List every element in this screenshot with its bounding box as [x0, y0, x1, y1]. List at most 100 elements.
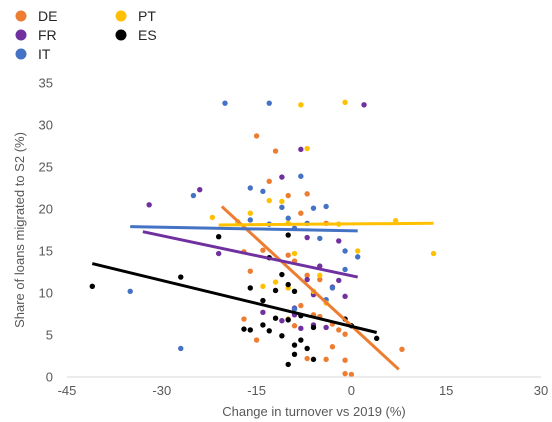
y-tick-label: 20	[39, 202, 53, 217]
data-point-de	[323, 357, 328, 362]
data-point-de	[286, 193, 291, 198]
data-point-es	[279, 272, 284, 277]
data-point-de	[286, 253, 291, 258]
data-point-it	[286, 216, 291, 221]
data-point-es	[286, 317, 291, 322]
data-point-it	[191, 193, 196, 198]
data-point-it	[279, 205, 284, 210]
x-tick-label: 15	[439, 383, 453, 398]
data-point-it	[178, 346, 183, 351]
x-tick-label: -45	[58, 383, 77, 398]
data-point-de	[399, 347, 404, 352]
legend-label-es: ES	[138, 27, 157, 43]
x-tick-label: -15	[247, 383, 266, 398]
legend-marker-es	[116, 30, 127, 41]
data-point-es	[374, 336, 379, 341]
data-point-pt	[304, 146, 309, 151]
data-point-es	[273, 288, 278, 293]
legend-marker-fr	[16, 30, 27, 41]
data-point-es	[90, 284, 95, 289]
data-point-it	[248, 217, 253, 222]
data-point-es	[292, 342, 297, 347]
data-point-pt	[431, 251, 436, 256]
data-point-es	[241, 326, 246, 331]
y-axis-title: Share of loans migrated to S2 (%)	[12, 132, 27, 328]
data-point-pt	[260, 284, 265, 289]
data-point-es	[248, 327, 253, 332]
data-point-it	[298, 174, 303, 179]
legend-marker-it	[16, 49, 27, 60]
plot-area	[90, 100, 437, 378]
data-point-it	[317, 236, 322, 241]
y-tick-label: 5	[46, 328, 53, 343]
data-point-pt	[279, 199, 284, 204]
data-point-es	[292, 352, 297, 357]
data-point-pt	[292, 251, 297, 256]
data-point-fr	[323, 325, 328, 330]
data-point-fr	[298, 147, 303, 152]
data-point-pt	[210, 215, 215, 220]
data-point-it	[267, 100, 272, 105]
legend-marker-pt	[116, 11, 127, 22]
data-point-fr	[260, 310, 265, 315]
legend-label-de: DE	[38, 8, 57, 24]
x-axis-title: Change in turnover vs 2019 (%)	[222, 404, 406, 419]
y-tick-label: 35	[39, 76, 53, 91]
trendline-pt	[219, 223, 434, 225]
data-point-es	[311, 357, 316, 362]
data-point-de	[330, 344, 335, 349]
legend-label-it: IT	[38, 46, 51, 62]
legend-label-fr: FR	[38, 27, 57, 43]
data-point-it	[128, 289, 133, 294]
legend-label-pt: PT	[138, 8, 156, 24]
data-point-de	[241, 316, 246, 321]
legend-marker-de	[16, 11, 27, 22]
data-point-fr	[342, 294, 347, 299]
data-point-fr	[298, 326, 303, 331]
data-point-de	[342, 371, 347, 376]
data-point-es	[260, 298, 265, 303]
y-tick-label: 25	[39, 160, 53, 175]
data-point-es	[311, 325, 316, 330]
data-point-it	[323, 204, 328, 209]
data-point-it	[222, 100, 227, 105]
data-point-es	[304, 346, 309, 351]
data-point-it	[248, 185, 253, 190]
data-point-pt	[273, 279, 278, 284]
y-tick-label: 15	[39, 244, 53, 259]
data-point-pt	[267, 198, 272, 203]
data-point-es	[279, 333, 284, 338]
trendline-es	[92, 264, 376, 333]
data-point-de	[298, 211, 303, 216]
trendline-it	[130, 227, 358, 231]
data-point-it	[355, 254, 360, 259]
data-point-it	[342, 267, 347, 272]
data-point-fr	[279, 318, 284, 323]
data-point-es	[292, 289, 297, 294]
data-point-es	[286, 282, 291, 287]
y-tick-label: 10	[39, 286, 53, 301]
data-point-de	[267, 179, 272, 184]
data-point-fr	[197, 187, 202, 192]
data-point-es	[286, 232, 291, 237]
data-point-de	[248, 268, 253, 273]
data-point-es	[216, 234, 221, 239]
data-point-pt	[355, 248, 360, 253]
data-point-de	[298, 303, 303, 308]
x-tick-label: 30	[534, 383, 548, 398]
data-point-de	[254, 133, 259, 138]
data-point-de	[349, 372, 354, 377]
data-point-fr	[304, 235, 309, 240]
data-point-it	[342, 248, 347, 253]
axes: 0 5 10 15 20 25 30 35 -45 -30 -15 0 15 30	[39, 76, 549, 399]
data-point-es	[260, 322, 265, 327]
data-point-it	[330, 285, 335, 290]
data-point-es	[286, 362, 291, 367]
data-point-fr	[336, 238, 341, 243]
data-point-pt	[298, 102, 303, 107]
data-point-es	[273, 316, 278, 321]
data-point-fr	[146, 202, 151, 207]
x-tick-label: -30	[152, 383, 171, 398]
data-point-pt	[342, 100, 347, 105]
